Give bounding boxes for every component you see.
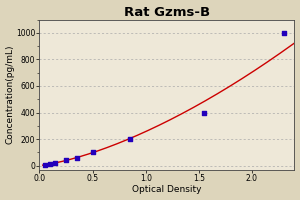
Point (53, 161, 58, 164)
Point (74, 156, 79, 159)
Point (64, 159, 68, 162)
Point (128, 137, 132, 141)
Point (90, 151, 95, 154)
Point (281, 31, 286, 35)
Point (48, 162, 52, 166)
Point (202, 111, 206, 114)
Title: Rat Gzms-B: Rat Gzms-B (124, 6, 210, 19)
Point (42, 163, 47, 166)
X-axis label: Optical Density: Optical Density (132, 185, 202, 194)
Y-axis label: Concentration(pg/mL): Concentration(pg/mL) (6, 45, 15, 144)
